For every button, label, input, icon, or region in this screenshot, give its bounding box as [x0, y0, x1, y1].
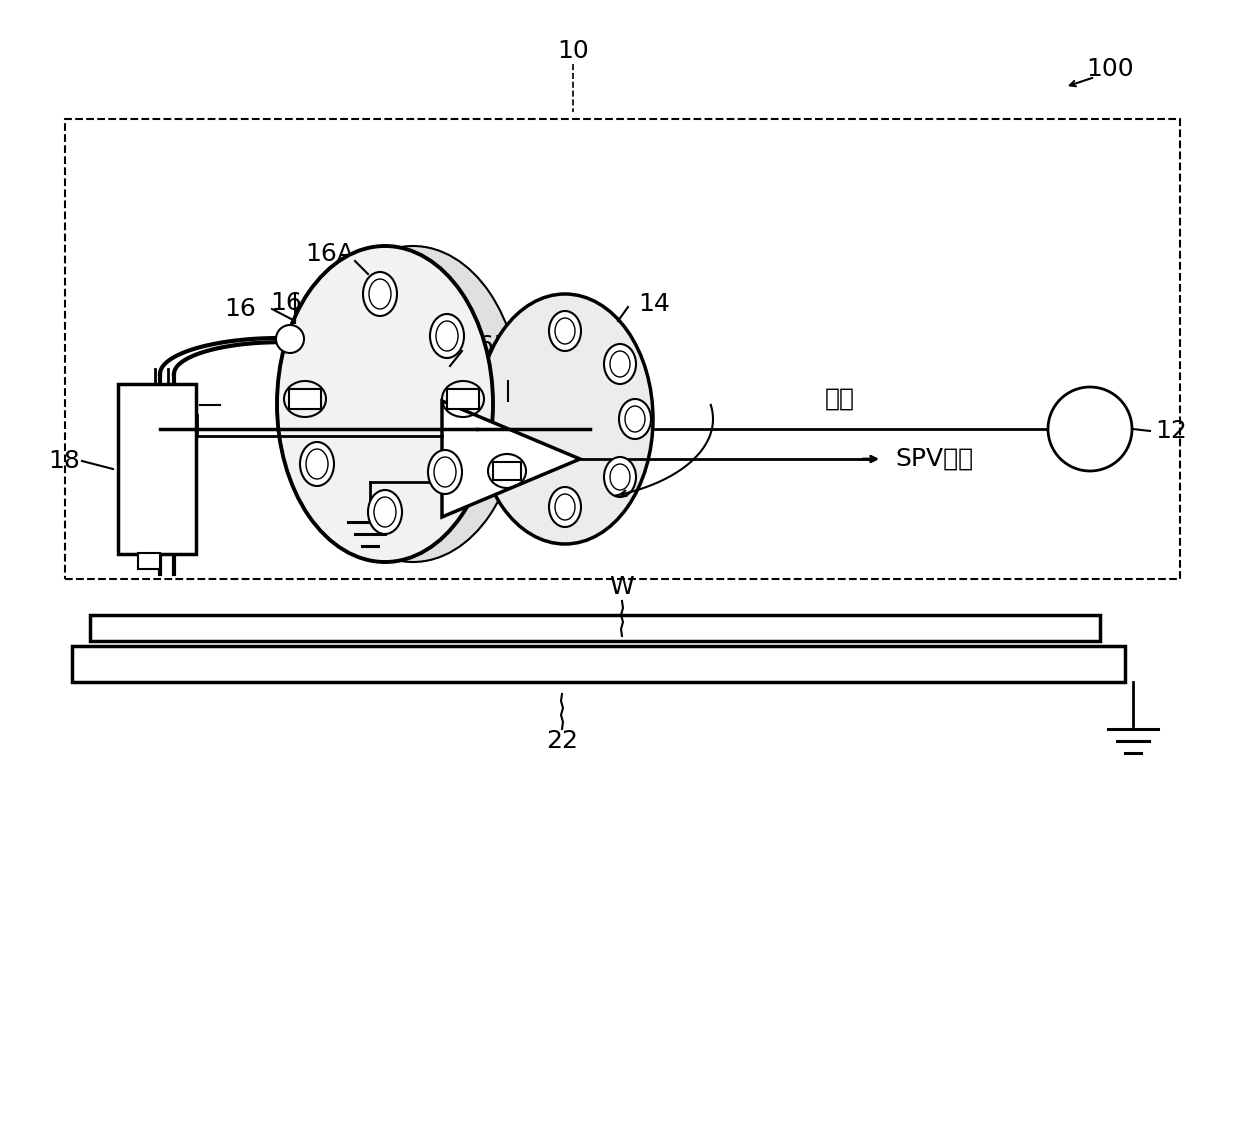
Ellipse shape — [300, 441, 334, 485]
Text: SPV信号: SPV信号 — [895, 447, 973, 471]
Bar — [446, 390, 479, 409]
Ellipse shape — [436, 321, 458, 351]
Ellipse shape — [625, 406, 645, 432]
Ellipse shape — [305, 246, 521, 562]
Text: 16B: 16B — [463, 334, 511, 358]
Ellipse shape — [434, 457, 456, 487]
Bar — [91, 615, 1100, 641]
Bar — [72, 646, 1125, 682]
Ellipse shape — [428, 450, 463, 495]
Ellipse shape — [610, 351, 630, 377]
Ellipse shape — [370, 279, 391, 309]
Ellipse shape — [604, 344, 636, 384]
Text: 16A: 16A — [305, 242, 355, 266]
Ellipse shape — [549, 487, 582, 527]
Text: 16C: 16C — [270, 291, 320, 315]
Circle shape — [277, 325, 304, 353]
Bar — [289, 390, 321, 409]
Text: 光路: 光路 — [825, 387, 856, 411]
Bar — [118, 384, 196, 554]
Text: 22: 22 — [546, 729, 578, 753]
Bar — [138, 553, 160, 569]
Ellipse shape — [363, 272, 397, 316]
Text: 16D: 16D — [146, 395, 198, 419]
Bar — [64, 119, 1180, 579]
Polygon shape — [441, 401, 580, 517]
Text: 16: 16 — [224, 297, 255, 321]
Text: 20: 20 — [482, 362, 513, 386]
Text: 14: 14 — [639, 292, 670, 316]
Ellipse shape — [556, 495, 575, 520]
Ellipse shape — [604, 457, 636, 497]
Ellipse shape — [610, 464, 630, 490]
Ellipse shape — [306, 449, 329, 479]
Ellipse shape — [549, 310, 582, 351]
Bar — [494, 462, 521, 480]
Text: 10: 10 — [557, 40, 589, 63]
Text: 12: 12 — [1154, 419, 1187, 443]
Ellipse shape — [374, 497, 396, 527]
Ellipse shape — [277, 246, 494, 562]
Circle shape — [1048, 387, 1132, 471]
Text: 100: 100 — [1086, 56, 1133, 81]
Text: 18: 18 — [48, 449, 81, 473]
Text: W: W — [610, 575, 635, 599]
Ellipse shape — [477, 294, 653, 544]
Ellipse shape — [368, 490, 402, 534]
Ellipse shape — [556, 318, 575, 344]
Ellipse shape — [619, 399, 651, 439]
Ellipse shape — [430, 314, 464, 358]
